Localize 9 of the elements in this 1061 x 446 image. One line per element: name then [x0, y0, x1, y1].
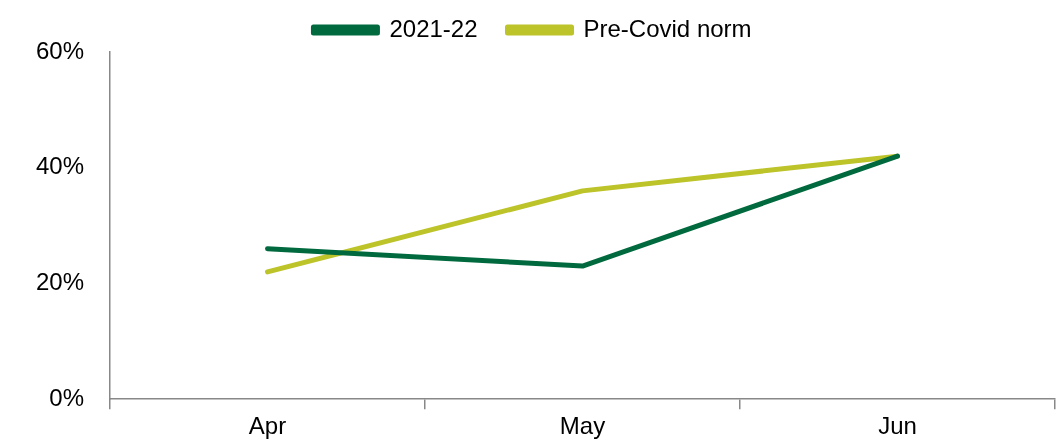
x-tick-label: May [559, 412, 606, 440]
legend-label: Pre-Covid norm [583, 14, 752, 42]
y-tick-label: 20% [35, 268, 85, 296]
y-tick-label: 40% [35, 152, 85, 180]
legend-label: 2021-22 [389, 14, 478, 42]
y-tick-label: 0% [49, 383, 85, 411]
x-tick-label: Apr [248, 412, 287, 440]
x-tick-label: Jun [878, 412, 917, 440]
y-tick-label: 60% [35, 36, 85, 64]
